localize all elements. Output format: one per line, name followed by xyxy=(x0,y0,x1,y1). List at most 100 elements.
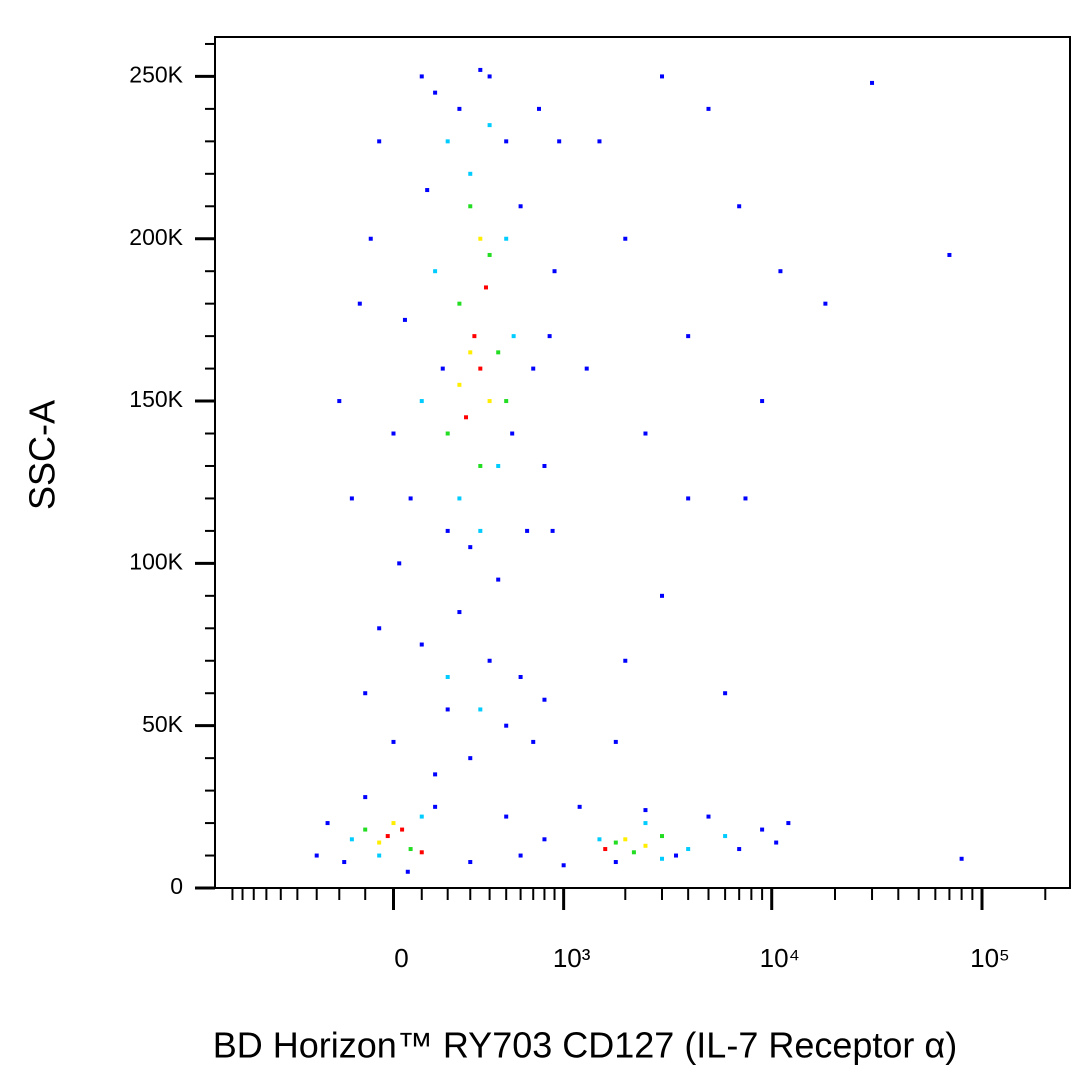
point xyxy=(542,463,547,468)
point xyxy=(674,853,679,858)
point xyxy=(391,431,396,436)
point xyxy=(368,236,373,241)
point xyxy=(597,837,602,842)
point xyxy=(557,139,562,144)
point xyxy=(483,285,488,290)
point xyxy=(504,814,509,819)
point xyxy=(613,860,618,865)
point xyxy=(342,860,347,865)
point xyxy=(405,869,410,874)
point xyxy=(397,561,402,566)
point xyxy=(478,366,483,371)
y-tick-label: 250K xyxy=(129,62,183,88)
point xyxy=(947,252,952,257)
point xyxy=(385,834,390,839)
point xyxy=(623,837,628,842)
point xyxy=(433,804,438,809)
point xyxy=(823,301,828,306)
point xyxy=(391,821,396,826)
point xyxy=(445,707,450,712)
point xyxy=(468,171,473,176)
point xyxy=(542,697,547,702)
point xyxy=(457,610,462,615)
point xyxy=(445,528,450,533)
point xyxy=(737,204,742,209)
point xyxy=(314,853,319,858)
point xyxy=(706,814,711,819)
point xyxy=(377,853,382,858)
point xyxy=(496,463,501,468)
point xyxy=(511,334,516,339)
point xyxy=(419,74,424,79)
point xyxy=(445,139,450,144)
point xyxy=(518,853,523,858)
point xyxy=(468,204,473,209)
point xyxy=(786,821,791,826)
point xyxy=(660,856,665,861)
point xyxy=(457,382,462,387)
x-tick-label: 10⁵ xyxy=(970,943,1010,973)
point xyxy=(623,658,628,663)
point xyxy=(774,840,779,845)
point xyxy=(419,642,424,647)
point xyxy=(686,847,691,852)
point xyxy=(723,834,728,839)
point xyxy=(643,821,648,826)
point xyxy=(870,80,875,85)
point xyxy=(478,707,483,712)
point xyxy=(686,334,691,339)
point xyxy=(760,827,765,832)
point xyxy=(561,863,566,868)
x-tick-label: 0 xyxy=(394,943,408,973)
point xyxy=(487,252,492,257)
point xyxy=(468,350,473,355)
point xyxy=(525,528,530,533)
point xyxy=(518,674,523,679)
point xyxy=(487,74,492,79)
point xyxy=(531,739,536,744)
point xyxy=(518,204,523,209)
point xyxy=(552,269,557,274)
point xyxy=(504,236,509,241)
x-tick-label: 10⁴ xyxy=(760,943,800,973)
point xyxy=(363,827,368,832)
point xyxy=(468,756,473,761)
point xyxy=(504,399,509,404)
point xyxy=(408,847,413,852)
point xyxy=(349,837,354,842)
point xyxy=(537,106,542,111)
point xyxy=(660,593,665,598)
point xyxy=(478,463,483,468)
point xyxy=(419,850,424,855)
y-axis-title: SSC-A xyxy=(22,400,63,510)
point xyxy=(723,691,728,696)
point xyxy=(631,850,636,855)
y-tick-label: 200K xyxy=(129,224,183,250)
point xyxy=(550,528,555,533)
point xyxy=(603,847,608,852)
point xyxy=(577,804,582,809)
point xyxy=(597,139,602,144)
point xyxy=(496,577,501,582)
y-tick-label: 150K xyxy=(129,386,183,412)
point xyxy=(737,847,742,852)
point xyxy=(613,739,618,744)
point xyxy=(584,366,589,371)
point xyxy=(496,350,501,355)
point xyxy=(377,139,382,144)
point xyxy=(686,496,691,501)
point xyxy=(464,415,469,420)
point xyxy=(643,808,648,813)
point xyxy=(487,658,492,663)
point xyxy=(408,496,413,501)
point xyxy=(433,772,438,777)
point xyxy=(445,431,450,436)
point xyxy=(433,90,438,95)
point xyxy=(547,334,552,339)
point xyxy=(478,528,483,533)
point xyxy=(760,399,765,404)
point xyxy=(457,301,462,306)
point xyxy=(457,496,462,501)
y-tick-label: 0 xyxy=(170,873,183,899)
point xyxy=(419,814,424,819)
